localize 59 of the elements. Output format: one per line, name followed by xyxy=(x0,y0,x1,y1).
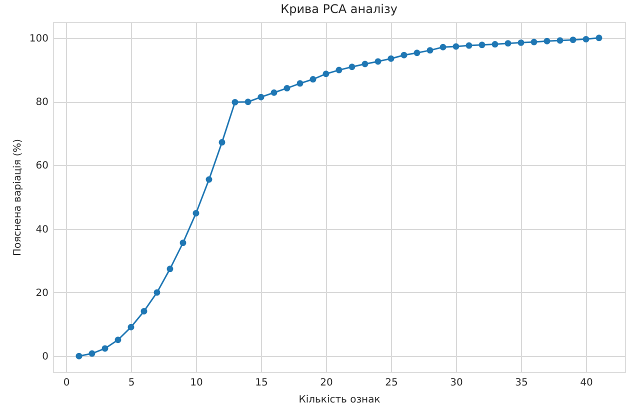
x-tick-label: 30 xyxy=(450,378,463,388)
point xyxy=(206,176,212,183)
point xyxy=(556,37,564,44)
point xyxy=(530,38,538,46)
point xyxy=(322,70,330,78)
point xyxy=(414,50,420,56)
point xyxy=(452,43,460,50)
point xyxy=(218,139,226,146)
point xyxy=(426,47,434,54)
point xyxy=(596,34,602,42)
x-tick-label: 10 xyxy=(190,378,203,388)
x-tick-label: 35 xyxy=(515,378,528,388)
y-tick-label: 20 xyxy=(36,288,48,299)
point xyxy=(180,240,186,246)
point xyxy=(348,64,356,70)
x-tick-label: 40 xyxy=(580,378,593,388)
y-axis-title: Пояснена варіація (%) xyxy=(12,138,24,256)
point xyxy=(310,76,316,83)
point xyxy=(518,39,524,46)
point xyxy=(504,40,512,47)
point xyxy=(232,98,238,106)
point xyxy=(76,352,82,360)
point xyxy=(440,44,446,50)
x-tick-label: 20 xyxy=(320,378,333,388)
point xyxy=(88,350,96,357)
point xyxy=(166,266,174,272)
point xyxy=(192,210,200,216)
point xyxy=(244,98,252,106)
x-tick-label: 25 xyxy=(385,378,398,388)
x-axis-title: Кількість ознак xyxy=(298,394,380,406)
chart-title: Крива PCA аналізу xyxy=(280,2,398,16)
point xyxy=(466,42,472,49)
point xyxy=(114,336,122,344)
point xyxy=(544,38,550,44)
point xyxy=(362,60,368,68)
point xyxy=(374,58,382,65)
point xyxy=(284,84,290,92)
y-tick-label: 80 xyxy=(36,97,48,108)
point xyxy=(388,55,394,62)
y-tick-label: 100 xyxy=(29,33,48,44)
y-tick-label: 40 xyxy=(36,224,48,236)
point xyxy=(478,42,486,48)
point xyxy=(296,80,304,87)
point xyxy=(570,36,576,44)
point xyxy=(102,345,108,352)
y-tick-label: 60 xyxy=(36,160,48,172)
point xyxy=(154,289,160,296)
point xyxy=(270,89,278,96)
point xyxy=(582,36,590,42)
x-tick-label: 0 xyxy=(63,378,70,388)
point xyxy=(400,52,408,58)
x-tick-label: 5 xyxy=(128,378,135,388)
point xyxy=(492,41,498,48)
x-tick-label: 15 xyxy=(255,378,268,388)
y-tick-label: 0 xyxy=(42,352,48,363)
point xyxy=(128,324,134,330)
point xyxy=(258,94,264,100)
point xyxy=(336,66,342,74)
point xyxy=(140,308,148,314)
